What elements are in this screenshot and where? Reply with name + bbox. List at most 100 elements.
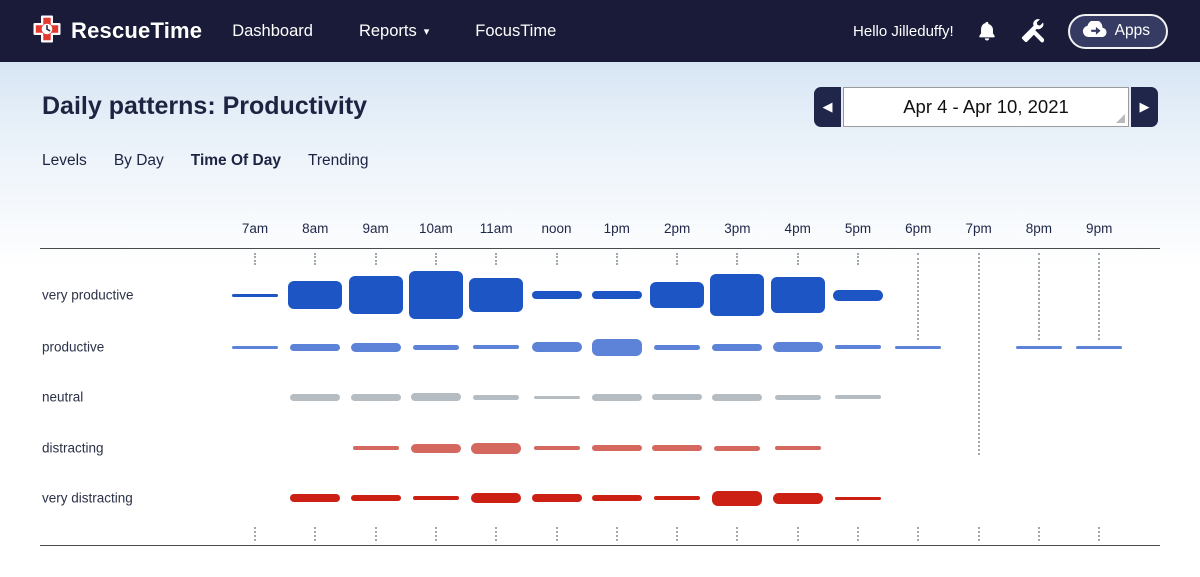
row-label: very productive bbox=[42, 287, 134, 303]
tab-levels[interactable]: Levels bbox=[42, 152, 87, 169]
user-greeting-link[interactable]: Hello Jilleduffy! bbox=[853, 22, 954, 40]
chart-bar bbox=[835, 345, 881, 349]
time-axis-label: 7pm bbox=[965, 221, 992, 236]
chart-bottom-axis bbox=[40, 545, 1160, 546]
chart-bar bbox=[350, 495, 401, 501]
time-axis-label: 6pm bbox=[905, 221, 932, 236]
chart-bar bbox=[232, 345, 278, 349]
chart-canvas: 7am 8am 9am 10am 11am noon 1pm 2pm 3pm 4pm 5pm 6pm 7… bbox=[0, 221, 1200, 561]
time-axis-label: 11am bbox=[479, 221, 513, 236]
grid-tick-top bbox=[977, 253, 980, 455]
report-page: Daily patterns: Productivity ◀ Apr 4 - A… bbox=[0, 62, 1200, 577]
date-range-field[interactable]: Apr 4 - Apr 10, 2021 bbox=[843, 87, 1129, 127]
chart-bar bbox=[772, 342, 823, 352]
chart-bar bbox=[652, 445, 703, 451]
chart-bar bbox=[410, 443, 461, 453]
grid-tick-bottom bbox=[434, 527, 437, 541]
chart-bar bbox=[473, 345, 520, 349]
chart-bar bbox=[591, 338, 642, 356]
chart-bar bbox=[591, 291, 642, 299]
chart-bar bbox=[473, 394, 520, 400]
chart-bar bbox=[591, 445, 642, 451]
chart-bar bbox=[290, 343, 341, 351]
row-label: neutral bbox=[42, 389, 84, 405]
chart-bar bbox=[471, 493, 522, 503]
chart-bar bbox=[412, 496, 459, 500]
chart-bar bbox=[654, 344, 701, 350]
rescuetime-logo-icon bbox=[32, 14, 62, 49]
chart-bar bbox=[591, 393, 642, 401]
chart-bar bbox=[471, 442, 522, 454]
grid-tick-top bbox=[495, 253, 498, 265]
time-axis-label: 8am bbox=[302, 221, 329, 236]
chart-bar bbox=[710, 274, 765, 316]
chart-top-axis bbox=[40, 248, 1160, 249]
date-field-dropdown-corner-icon bbox=[1116, 114, 1125, 123]
chart-bar bbox=[412, 344, 459, 350]
top-nav-bar: RescueTime Dashboard Reports ▾ FocusTime… bbox=[0, 0, 1200, 62]
cloud-arrow-icon bbox=[1082, 19, 1107, 42]
chart-bar bbox=[772, 492, 823, 504]
time-axis-label: 1pm bbox=[603, 221, 630, 236]
chart-bar bbox=[350, 342, 401, 352]
chart-bar bbox=[895, 345, 942, 349]
previous-week-button[interactable]: ◀ bbox=[814, 87, 841, 127]
apps-button-label: Apps bbox=[1114, 22, 1150, 39]
grid-tick-bottom bbox=[254, 527, 256, 541]
next-week-button[interactable]: ▶ bbox=[1131, 87, 1158, 127]
grid-tick-top bbox=[796, 253, 799, 265]
apps-button[interactable]: Apps bbox=[1067, 13, 1168, 49]
grid-tick-top bbox=[615, 253, 618, 265]
chevron-down-icon: ▾ bbox=[423, 25, 430, 38]
date-range-text: Apr 4 - Apr 10, 2021 bbox=[903, 96, 1069, 117]
time-axis-label: 4pm bbox=[784, 221, 811, 236]
brand-name: RescueTime bbox=[71, 18, 203, 43]
chart-bar bbox=[774, 394, 821, 400]
row-label: distracting bbox=[42, 440, 104, 456]
chart-bar bbox=[533, 395, 580, 399]
nav-dashboard[interactable]: Dashboard bbox=[232, 22, 313, 41]
grid-tick-bottom bbox=[1037, 527, 1040, 541]
grid-tick-bottom bbox=[1098, 527, 1101, 541]
grid-tick-bottom bbox=[555, 527, 558, 541]
chart-bar bbox=[410, 393, 461, 401]
grid-tick-bottom bbox=[736, 527, 739, 541]
brand[interactable]: RescueTime bbox=[32, 14, 202, 49]
nav-dashboard-label: Dashboard bbox=[232, 21, 313, 40]
grid-tick-top bbox=[374, 253, 377, 265]
chart-bar bbox=[652, 394, 703, 400]
grid-tick-top bbox=[1098, 253, 1101, 340]
chart-bar bbox=[348, 276, 403, 314]
tab-by-day[interactable]: By Day bbox=[113, 152, 164, 169]
chart-bar bbox=[712, 393, 763, 401]
chart-bar bbox=[714, 445, 761, 451]
nav-reports[interactable]: Reports ▾ bbox=[359, 22, 429, 41]
tools-settings-icon[interactable] bbox=[1020, 18, 1046, 44]
time-axis-label: 9pm bbox=[1086, 221, 1113, 236]
nav-reports-label: Reports bbox=[358, 21, 417, 40]
header-right: Hello Jilleduffy! Apps bbox=[853, 13, 1168, 49]
nav-focustime-label: FocusTime bbox=[475, 21, 557, 40]
nav-focustime[interactable]: FocusTime bbox=[475, 22, 556, 41]
grid-tick-top bbox=[434, 253, 437, 265]
grid-tick-top bbox=[314, 253, 317, 265]
row-label: productive bbox=[42, 339, 105, 355]
grid-tick-top bbox=[857, 253, 859, 265]
chart-bar bbox=[833, 289, 883, 301]
grid-tick-top bbox=[254, 253, 256, 265]
grid-tick-bottom bbox=[917, 527, 920, 541]
chart-bar bbox=[770, 277, 825, 313]
time-axis-label: 8pm bbox=[1025, 221, 1053, 236]
grid-tick-bottom bbox=[857, 527, 859, 541]
grid-tick-bottom bbox=[374, 527, 377, 541]
chart-bar bbox=[408, 271, 463, 319]
report-tabs: Levels By Day Time Of Day Trending bbox=[42, 152, 369, 170]
chart-bar bbox=[531, 342, 582, 352]
notifications-bell-icon[interactable] bbox=[976, 19, 998, 43]
grid-tick-top bbox=[676, 253, 679, 265]
date-range-navigator: ◀ Apr 4 - Apr 10, 2021 ▶ bbox=[814, 87, 1158, 127]
tab-trending[interactable]: Trending bbox=[307, 152, 369, 169]
chart-bar bbox=[774, 446, 821, 450]
chart-bar bbox=[835, 496, 881, 500]
tab-time-of-day[interactable]: Time Of Day bbox=[190, 152, 281, 169]
